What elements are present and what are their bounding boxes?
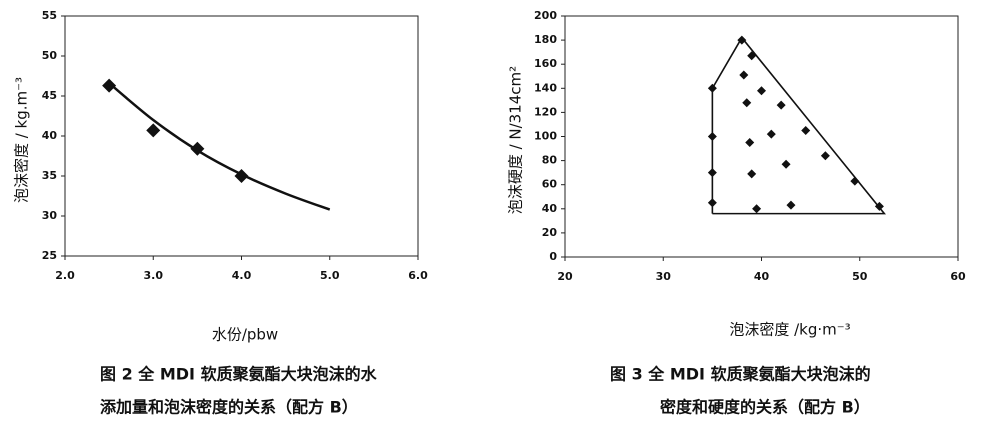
y-tick-label: 20 — [542, 226, 558, 239]
caption: 图 3 全 MDI 软质聚氨酯大块泡沫的 — [610, 365, 871, 384]
x-tick-label: 2.0 — [55, 269, 75, 282]
point — [102, 78, 117, 93]
point — [786, 200, 796, 210]
y-tick-label: 0 — [549, 250, 557, 263]
x-axis-label: 水份/pbw — [212, 326, 278, 344]
y-axis-label: 泡沫硬度 / N/314cm² — [507, 66, 525, 214]
y-tick-label: 180 — [534, 33, 557, 46]
x-axis-label: 泡沫密度 /kg·m⁻³ — [729, 321, 850, 339]
point — [742, 98, 752, 108]
line — [108, 82, 331, 211]
y-tick-label: 160 — [534, 57, 557, 70]
point — [801, 125, 811, 135]
point — [776, 100, 786, 110]
line — [711, 36, 886, 215]
y-tick-label: 40 — [542, 202, 558, 215]
point — [820, 151, 830, 161]
point — [752, 204, 762, 214]
x-tick-label: 5.0 — [320, 269, 340, 282]
y-tick-label: 200 — [534, 9, 557, 22]
y-tick-label: 55 — [42, 9, 57, 22]
y-tick-label: 50 — [42, 49, 58, 62]
y-tick-label: 35 — [42, 169, 57, 182]
x-tick-label: 4.0 — [232, 269, 252, 282]
y-tick-label: 80 — [542, 154, 558, 167]
point — [146, 123, 161, 138]
x-tick-label: 20 — [557, 270, 573, 283]
point — [739, 70, 749, 80]
x-tick-label: 30 — [656, 270, 672, 283]
y-tick-label: 140 — [534, 81, 557, 94]
caption: 添加量和泡沫密度的关系（配方 B） — [100, 398, 358, 417]
x-tick-label: 60 — [950, 270, 966, 283]
point — [781, 159, 791, 169]
y-tick-label: 100 — [534, 130, 557, 143]
point — [766, 129, 776, 139]
x-tick-label: 50 — [852, 270, 868, 283]
x-tick-label: 6.0 — [408, 269, 428, 282]
caption: 密度和硬度的关系（配方 B） — [659, 398, 870, 417]
y-tick-label: 40 — [42, 129, 58, 142]
caption: 图 2 全 MDI 软质聚氨酯大块泡沫的水 — [100, 365, 378, 384]
point — [757, 86, 766, 96]
y-tick-label: 30 — [42, 209, 58, 222]
plot-frame — [64, 15, 419, 257]
y-tick-label: 60 — [542, 178, 558, 191]
x-tick-label: 3.0 — [144, 269, 164, 282]
y-tick-label: 45 — [42, 89, 57, 102]
point — [745, 138, 755, 148]
point — [747, 169, 757, 179]
y-tick-label: 25 — [42, 249, 57, 262]
x-tick-label: 40 — [754, 270, 770, 283]
y-axis-label: 泡沫密度 / kg.m⁻³ — [13, 77, 31, 203]
y-tick-label: 120 — [534, 105, 557, 118]
plot-frame — [564, 15, 959, 258]
